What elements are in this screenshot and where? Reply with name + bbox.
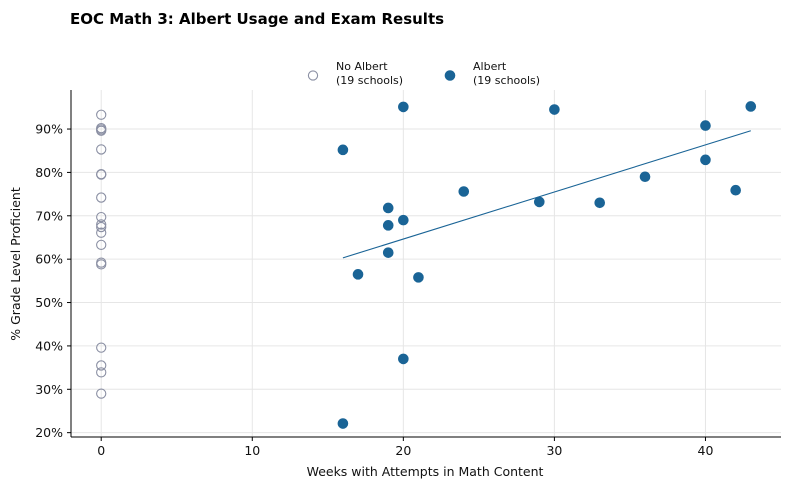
x-tick-label: 20 [395,443,411,458]
albert-point [639,171,651,183]
trendline-layer [342,130,751,259]
legend-marker-no-albert [307,70,319,81]
x-tick-label: 10 [244,443,260,458]
no-albert-point [96,259,107,270]
albert-point [594,197,606,209]
y-tick-label: 50% [35,295,63,310]
no-albert-point [96,388,107,399]
grid [71,90,781,437]
no-albert-point [96,367,107,378]
albert-point [337,144,349,156]
albert-point [413,272,424,283]
albert-point [730,184,741,196]
no-albert-point [96,192,107,203]
y-tick-label: 40% [35,338,63,353]
albert-point [398,214,409,226]
albert-point [382,247,394,258]
no-albert-point [96,221,107,233]
y-tick-label: 20% [35,425,63,440]
legend: No Albert(19 schools)Albert(19 schools) [307,60,540,87]
legend-label: No Albert [336,60,388,73]
albert-point [700,120,711,131]
legend-label: Albert [473,60,507,73]
y-tick-label: 30% [35,382,63,397]
albert-point [352,269,364,280]
albert-point [533,196,545,208]
albert-point [382,202,394,214]
x-tick-label: 40 [698,443,714,458]
points-layer [96,101,757,429]
y-tick-label: 70% [35,208,63,223]
albert-point [700,154,711,166]
x-tick-label: 0 [97,443,105,458]
no-albert-point [96,144,107,155]
albert-point [398,101,409,113]
y-tick-label: 60% [35,252,63,267]
ticks: 0 10 20 30 40 20% 30% 40% 50% 60% 70% 80% 90% [35,122,713,458]
albert-point [458,186,470,197]
no-albert-point [96,169,107,180]
no-albert-point [96,219,107,230]
albert-point [337,418,349,429]
legend-label: (19 schools) [473,74,540,87]
no-albert-point [96,109,107,120]
no-albert-point [96,124,107,135]
albert-trendline [342,130,751,259]
x-tick-label: 30 [546,443,562,458]
albert-point [745,101,757,112]
no-albert-point [96,360,107,371]
x-axis-label: Weeks with Attempts in Math Content [307,464,544,479]
albert-point [398,353,409,365]
albert-point [382,220,394,231]
no-albert-point [96,211,107,223]
no-albert-point [96,227,107,238]
axes [70,90,781,438]
albert-point [549,104,560,115]
legend-label: (19 schools) [336,74,403,87]
legend-marker-albert [444,70,456,81]
y-axis-label: % Grade Level Proficient [8,187,23,341]
no-albert-point [96,342,107,353]
no-albert-point [96,239,107,250]
y-tick-label: 90% [35,122,63,137]
chart-title: EOC Math 3: Albert Usage and Exam Result… [70,10,444,28]
y-tick-label: 80% [35,165,63,180]
